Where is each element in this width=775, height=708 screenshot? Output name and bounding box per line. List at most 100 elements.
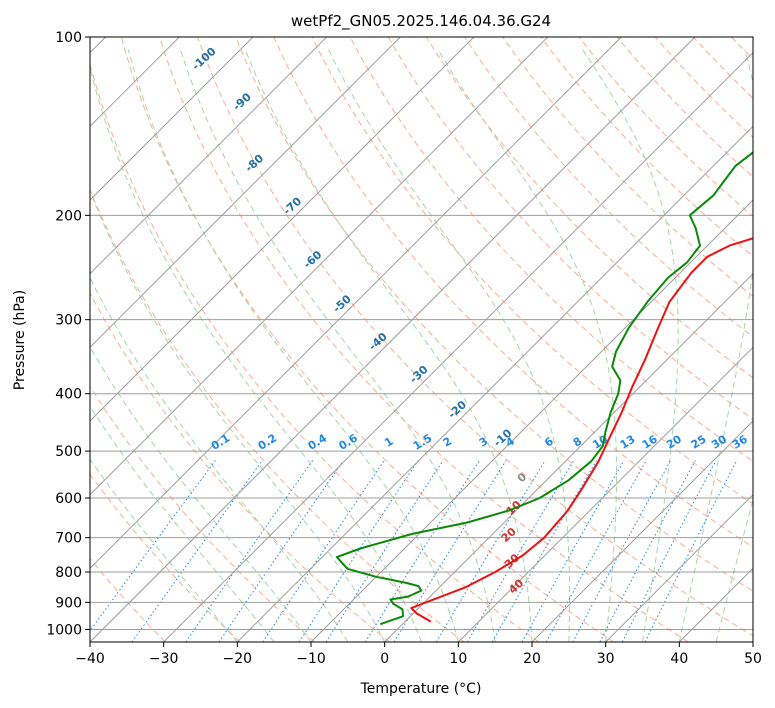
dry-adiabat-line (540, 37, 753, 257)
moist-adiabat-line (127, 49, 459, 642)
isotherm-line (90, 37, 254, 201)
grid-lines (90, 37, 753, 642)
isotherm-line (678, 567, 753, 642)
mixing-ratio-label: 30 (709, 432, 729, 451)
y-tick-label: 800 (55, 565, 82, 581)
mixing-ratio-label: 3 (477, 435, 490, 450)
dry-adiabat-line (90, 62, 540, 642)
x-tick-label: 20 (523, 651, 541, 667)
mixing-ratio-line (467, 460, 575, 642)
isotherm-line (384, 272, 753, 642)
mixing-ratio-line (364, 460, 480, 642)
isotherm-line (90, 37, 475, 422)
moist-adiabat-label: 20 (499, 525, 519, 545)
dry-adiabat-line (235, 37, 753, 592)
y-tick-label: 400 (55, 387, 82, 403)
isotherm-line (90, 37, 401, 349)
mixing-ratio-line (90, 460, 216, 632)
mixing-ratio-line (218, 460, 344, 642)
isotherm-line (236, 125, 753, 642)
y-tick-label: 500 (55, 444, 82, 460)
dry-adiabat-line (90, 385, 316, 642)
mixing-ratio-line (521, 460, 625, 642)
mixing-ratio-label: 0.4 (306, 431, 330, 453)
dry-adiabat-line (464, 37, 753, 338)
isotherm-line (90, 37, 549, 496)
y-tick-label: 200 (55, 208, 82, 224)
moist-adiabat-line (179, 49, 496, 642)
mixing-ratio-label: 36 (730, 432, 750, 451)
dry-adiabat-label: -80 (243, 152, 267, 175)
x-tick-label: −20 (223, 651, 253, 667)
mixing-ratio-line (435, 460, 546, 642)
dry-adiabat-line (90, 188, 465, 642)
x-tick-label: 40 (670, 651, 688, 667)
isotherm-line (752, 641, 753, 642)
dry-adiabat-line (578, 37, 753, 218)
dry-adiabat-label: -70 (281, 195, 305, 218)
moist-adiabat-line (90, 458, 238, 642)
y-axis-label: Pressure (hPa) (12, 290, 28, 390)
mixing-ratio-label: 0.2 (256, 431, 279, 452)
profiles (335, 151, 753, 626)
dry-adiabat-line (654, 37, 753, 139)
y-tick-label: 1000 (46, 622, 82, 638)
mixing-ratio-line (491, 460, 598, 642)
moist-adiabat-line (678, 49, 753, 642)
isotherm-line (90, 37, 328, 275)
x-tick-label: −30 (149, 651, 179, 667)
dry-adiabat-line (120, 37, 614, 642)
dry-adiabat-line (425, 37, 753, 379)
moist-adiabat-line (90, 276, 349, 642)
mixing-ratio-label: 13 (618, 433, 638, 452)
mixing-ratio-label: 1.5 (411, 431, 434, 452)
dry-adiabat-line (90, 473, 241, 642)
mixing-ratio-line (325, 460, 444, 642)
dry-adiabat-line (502, 37, 753, 298)
dry-adiabat-label: -60 (301, 248, 325, 271)
isotherm-line (90, 37, 622, 570)
mixing-ratio-line (131, 460, 263, 642)
dry-adiabat-line (197, 37, 753, 637)
mixing-ratio-label: 1 (382, 435, 395, 450)
y-tick-label: 300 (55, 313, 82, 329)
dry-adiabat-line (273, 37, 753, 548)
dry-adiabat-label: -100 (189, 45, 218, 73)
dry-adiabat-label: -30 (407, 363, 431, 386)
x-axis-label: Temperature (°C) (360, 681, 482, 697)
mixing-ratio-line (572, 460, 672, 642)
dry-adiabat-line (770, 37, 775, 642)
chart-title: wetPf2_GN05.2025.146.04.36.G24 (291, 12, 551, 31)
x-tick-label: 50 (744, 651, 762, 667)
moist-adiabat-line (582, 49, 679, 642)
isotherm-line (457, 346, 753, 642)
x-tick-label: 0 (380, 651, 389, 667)
dry-adiabat-line (311, 37, 753, 505)
mixing-ratio-line (262, 460, 385, 642)
dry-adiabat-line (159, 37, 689, 642)
y-axis: 100 200 300 400 500 600 700 800 900 1000 (46, 30, 90, 638)
mixing-ratio-line (621, 460, 717, 642)
y-tick-label: 100 (55, 30, 82, 46)
x-tick-label: 30 (597, 651, 615, 667)
x-tick-label: −10 (296, 651, 326, 667)
dry-adiabat-line (692, 37, 753, 99)
x-tick-label: 10 (449, 651, 467, 667)
mixing-ratio-label: 0.1 (209, 431, 232, 452)
mixing-ratio-line (298, 460, 419, 642)
moist-adiabat-line (90, 345, 312, 642)
mixing-ratio-line (644, 460, 738, 642)
mixing-ratio-label: 20 (664, 432, 684, 451)
background-lines (90, 37, 775, 642)
isotherm-line (163, 51, 753, 642)
plot-frame (89, 36, 754, 643)
dry-adiabat-label: -50 (330, 292, 354, 315)
dry-adiabat-line (387, 37, 753, 420)
moist-adiabat-line (90, 65, 422, 642)
dry-adiabat-line (349, 37, 753, 462)
mixing-ratio-line (545, 460, 647, 642)
mixing-ratio-label: 16 (640, 432, 660, 451)
isotherm-line (605, 493, 753, 642)
mixing-ratio-line (185, 460, 314, 642)
